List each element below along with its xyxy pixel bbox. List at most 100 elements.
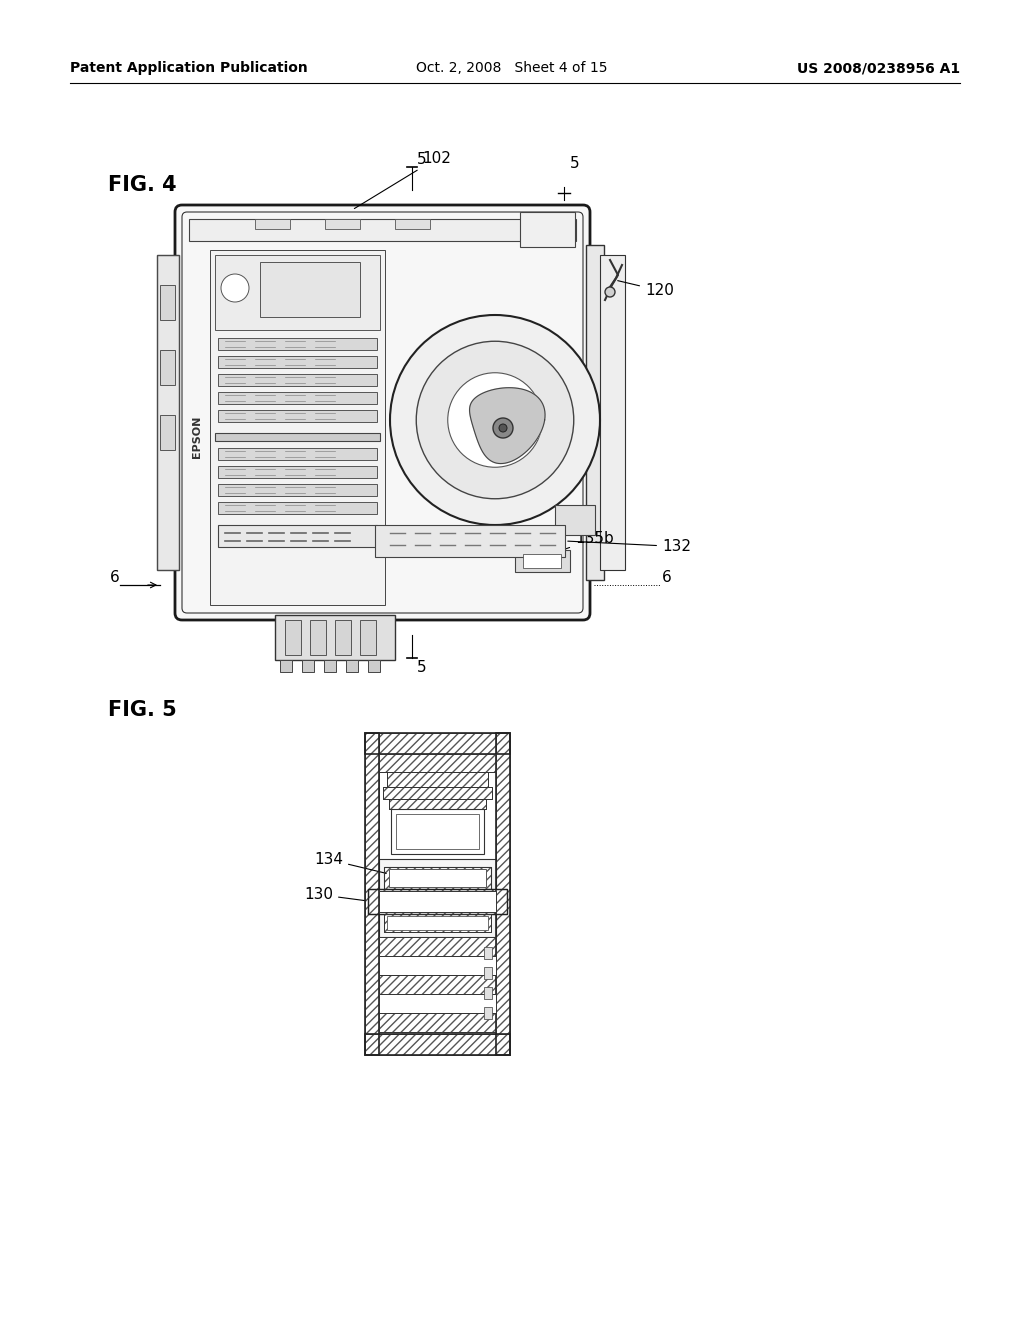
Bar bbox=[600, 255, 625, 570]
Bar bbox=[484, 987, 492, 999]
Bar bbox=[280, 660, 292, 672]
Bar bbox=[218, 502, 377, 513]
Bar bbox=[218, 392, 377, 404]
Bar bbox=[379, 1012, 496, 1032]
Bar bbox=[384, 913, 490, 932]
Bar bbox=[387, 916, 488, 931]
Circle shape bbox=[221, 275, 249, 302]
Text: EPSON: EPSON bbox=[193, 416, 202, 458]
Bar bbox=[379, 1012, 496, 1032]
Bar bbox=[189, 219, 575, 242]
Bar bbox=[496, 733, 510, 1055]
Bar bbox=[157, 255, 179, 570]
Bar bbox=[389, 869, 486, 887]
Bar bbox=[387, 772, 488, 787]
Bar bbox=[520, 213, 575, 247]
Text: 6: 6 bbox=[662, 569, 672, 585]
Circle shape bbox=[416, 342, 573, 499]
Bar bbox=[379, 975, 496, 994]
Text: Oct. 2, 2008   Sheet 4 of 15: Oct. 2, 2008 Sheet 4 of 15 bbox=[416, 61, 608, 75]
Bar bbox=[215, 255, 380, 330]
Bar bbox=[335, 620, 351, 655]
Bar bbox=[218, 525, 377, 546]
Bar bbox=[384, 867, 490, 888]
Bar bbox=[395, 219, 430, 228]
Bar bbox=[218, 356, 377, 368]
Bar bbox=[384, 867, 490, 888]
Bar bbox=[391, 809, 484, 854]
Circle shape bbox=[605, 286, 615, 297]
Bar bbox=[555, 506, 595, 535]
Bar bbox=[496, 733, 510, 1055]
FancyBboxPatch shape bbox=[175, 205, 590, 620]
Bar bbox=[218, 411, 377, 422]
Bar bbox=[384, 913, 490, 932]
Text: 5: 5 bbox=[417, 660, 427, 676]
Bar bbox=[523, 554, 561, 568]
Text: US 2008/0238956 A1: US 2008/0238956 A1 bbox=[797, 61, 961, 75]
Bar bbox=[379, 937, 496, 956]
Bar bbox=[310, 620, 326, 655]
Bar bbox=[379, 975, 496, 994]
Bar bbox=[368, 660, 380, 672]
Bar bbox=[160, 414, 175, 450]
Bar bbox=[379, 754, 496, 772]
Text: 135b: 135b bbox=[538, 531, 613, 560]
Bar bbox=[396, 814, 479, 849]
Bar bbox=[379, 754, 496, 772]
Text: 134: 134 bbox=[314, 851, 386, 874]
Bar bbox=[389, 799, 486, 809]
Bar bbox=[218, 466, 377, 478]
Bar bbox=[346, 660, 358, 672]
Bar bbox=[586, 246, 604, 579]
Bar bbox=[218, 447, 377, 459]
Text: FIG. 4: FIG. 4 bbox=[108, 176, 176, 195]
Bar bbox=[389, 799, 486, 809]
Bar bbox=[365, 733, 510, 754]
Bar bbox=[379, 994, 496, 1012]
Bar bbox=[375, 525, 565, 557]
Bar bbox=[484, 946, 492, 960]
Bar bbox=[160, 350, 175, 385]
Bar bbox=[379, 937, 496, 956]
Bar bbox=[387, 772, 488, 787]
Bar bbox=[218, 374, 377, 385]
Circle shape bbox=[493, 418, 513, 438]
Bar bbox=[218, 338, 377, 350]
Text: 120: 120 bbox=[617, 281, 674, 298]
Bar bbox=[379, 891, 496, 912]
Text: 6: 6 bbox=[110, 569, 120, 585]
Text: 132: 132 bbox=[567, 539, 691, 554]
Bar bbox=[365, 733, 510, 754]
Bar bbox=[365, 733, 379, 1055]
Bar bbox=[255, 219, 290, 228]
Bar bbox=[365, 1034, 510, 1055]
Bar bbox=[383, 787, 492, 799]
Bar bbox=[157, 255, 179, 570]
Bar bbox=[365, 1034, 510, 1055]
Bar bbox=[215, 433, 380, 441]
Bar bbox=[360, 620, 376, 655]
Bar bbox=[515, 550, 570, 572]
Bar bbox=[484, 968, 492, 979]
Text: 5: 5 bbox=[417, 153, 427, 168]
Circle shape bbox=[447, 372, 543, 467]
Bar bbox=[383, 787, 492, 799]
Text: 102: 102 bbox=[354, 150, 451, 209]
Bar bbox=[379, 859, 496, 937]
Text: 5: 5 bbox=[570, 156, 580, 170]
Polygon shape bbox=[470, 388, 545, 463]
Bar bbox=[260, 261, 360, 317]
Bar bbox=[275, 615, 395, 660]
Bar bbox=[368, 888, 507, 913]
Bar bbox=[302, 660, 314, 672]
Circle shape bbox=[499, 424, 507, 432]
Bar bbox=[379, 956, 496, 975]
Bar bbox=[365, 733, 379, 1055]
Bar bbox=[368, 888, 507, 913]
Bar bbox=[210, 249, 385, 605]
Circle shape bbox=[390, 315, 600, 525]
Bar bbox=[484, 1007, 492, 1019]
Bar bbox=[325, 219, 360, 228]
Bar bbox=[324, 660, 336, 672]
